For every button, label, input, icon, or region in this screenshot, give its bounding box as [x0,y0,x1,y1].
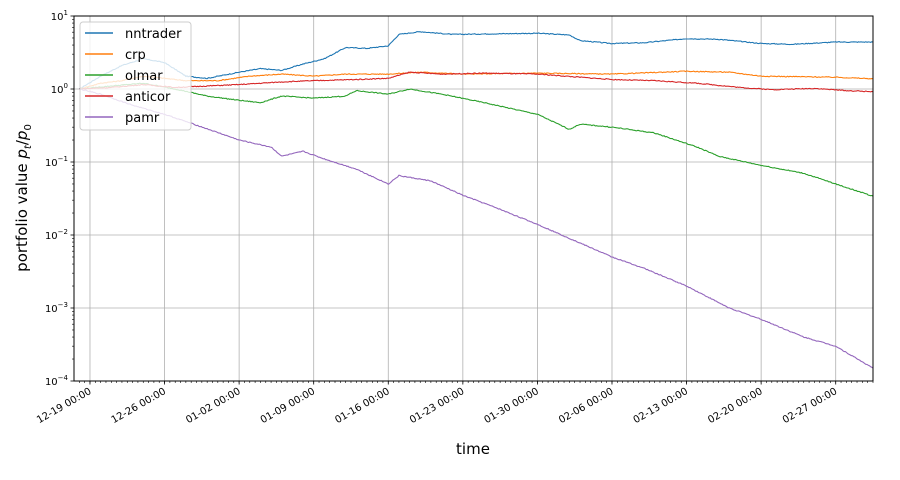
legend-label-nntrader: nntrader [125,27,182,42]
y-tick-label: 100 [51,82,68,96]
y-axis-title: portfolio value pt/p0 [13,124,34,272]
series-line-olmar [79,82,874,197]
legend-box [79,21,192,131]
series-line-nntrader [78,31,874,90]
y-tick-exponent: −4 [58,374,69,382]
y-tick-exponent: −3 [58,301,68,309]
y-tick-exponent: 0 [64,82,68,90]
legend-label-anticor: anticor [125,90,171,105]
y-tick-label: 10−3 [45,301,68,315]
series-line-pamr [79,88,874,369]
series-line-anticor [79,71,874,93]
y-axis-title-slash: / [13,139,31,145]
y-tick-base: 10 [45,231,58,242]
y-axis-title-p: p [13,149,31,160]
legend: nntrader crp olmar anticor pamr [79,21,192,131]
x-axis-title: time [456,440,490,458]
y-tick-label: 10−1 [45,155,68,169]
y-axis-title-sub-0: 0 [23,124,34,130]
y-axis-title-sub-t: t [23,144,34,149]
y-tick-base: 10 [51,12,64,23]
y-tick-base: 10 [45,304,58,315]
y-tick-base: 10 [45,377,58,388]
y-tick-base: 10 [45,158,58,169]
y-tick-label: 10−2 [45,228,68,242]
y-tick-base: 10 [51,85,64,96]
y-tick-label: 101 [51,9,68,23]
legend-label-pamr: pamr [125,111,160,126]
y-axis-title-p0: p [13,131,31,142]
legend-label-crp: crp [125,48,146,63]
legend-label-olmar: olmar [125,69,163,84]
y-axis-title-text: portfolio value [13,159,31,272]
y-tick-exponent: −1 [58,155,68,163]
series-line-crp [78,70,874,90]
y-tick-exponent: −2 [58,228,68,236]
y-tick-exponent: 1 [64,9,68,17]
series-lines [78,31,874,369]
y-tick-label: 10−4 [45,374,69,388]
